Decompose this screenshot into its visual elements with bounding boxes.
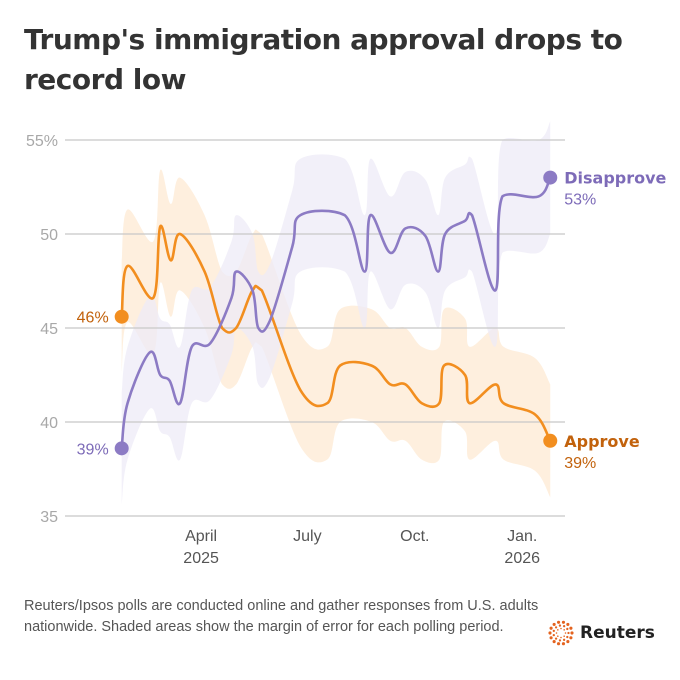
footnote: Reuters/Ipsos polls are conducted online…	[24, 598, 539, 635]
logo-dot	[563, 629, 565, 631]
logo-dot	[552, 622, 556, 626]
logo-dot	[567, 631, 570, 635]
logo-dot	[560, 627, 562, 630]
x-tick-sublabel: 2026	[504, 550, 540, 567]
chart-title: Trump's immigration approval drops to re…	[24, 23, 623, 96]
end-point-approve	[543, 433, 558, 448]
line-approve	[120, 224, 552, 443]
logo-dot	[552, 629, 555, 633]
logo-dot	[558, 624, 562, 627]
reuters-logo: Reuters	[548, 620, 655, 646]
logo-dot	[552, 640, 556, 644]
x-tick-label: April	[185, 528, 217, 545]
series-name-disapprove: Disapprove	[564, 169, 666, 188]
band-disapprove	[121, 121, 551, 505]
logo-dot	[566, 640, 570, 644]
line-chart: 55% 50 45 40 35 April 2025 July Oct. Jan. 2026 46…	[26, 121, 667, 567]
logo-dot	[561, 642, 566, 646]
end-label-disapprove: 53%	[564, 192, 596, 209]
logo-dot	[569, 636, 573, 640]
logo-dot	[549, 626, 553, 630]
logo-text: Reuters	[580, 623, 655, 643]
logo-dot	[555, 632, 558, 634]
logo-dot	[556, 642, 561, 646]
logo-dot	[560, 636, 562, 639]
y-tick-label: 40	[40, 415, 58, 432]
x-axis: April 2025 July Oct. Jan. 2026	[183, 528, 540, 567]
end-label-approve: 39%	[564, 455, 596, 472]
logo-dot	[556, 620, 561, 624]
logo-dot	[558, 639, 562, 642]
end-point-disapprove	[543, 170, 558, 185]
start-label-disapprove: 39%	[77, 441, 109, 458]
x-tick-sublabel: 2025	[183, 550, 219, 567]
error-bands	[121, 121, 551, 505]
band-approve	[121, 169, 551, 498]
y-tick-label: 55%	[26, 133, 58, 150]
logo-dot	[552, 633, 555, 637]
x-tick-label: July	[293, 528, 321, 545]
x-tick-label: Oct.	[400, 528, 429, 545]
x-tick-label: Jan.	[507, 528, 537, 545]
logo-dot	[562, 625, 566, 628]
gridlines	[65, 139, 565, 517]
y-tick-label: 50	[40, 227, 58, 244]
series-labels: 46% Approve 39% 39% Disapprove 53%	[77, 169, 667, 472]
start-point-disapprove	[114, 441, 129, 456]
y-tick-label: 35	[40, 509, 58, 526]
start-point-approve	[114, 309, 129, 324]
reuters-logo-icon	[548, 620, 574, 646]
logo-dot	[557, 635, 559, 637]
logo-dot	[549, 636, 553, 640]
series-lines	[114, 170, 558, 456]
logo-dot	[554, 637, 558, 640]
logo-dot	[554, 626, 558, 629]
logo-dot	[548, 631, 552, 635]
logo-dot	[566, 627, 569, 631]
y-tick-label: 45	[40, 321, 58, 338]
logo-dot	[557, 629, 559, 631]
logo-dot	[564, 632, 567, 634]
line-disapprove	[120, 176, 552, 450]
series-name-approve: Approve	[564, 432, 640, 451]
logo-dot	[563, 635, 565, 637]
logo-dot	[569, 626, 573, 630]
logo-dot	[570, 631, 574, 635]
y-axis: 55% 50 45 40 35	[26, 133, 58, 526]
start-label-approve: 46%	[77, 310, 109, 327]
logo-dot	[566, 622, 570, 626]
logo-dot	[566, 635, 569, 639]
logo-dot	[561, 620, 566, 624]
logo-dot	[562, 638, 566, 641]
